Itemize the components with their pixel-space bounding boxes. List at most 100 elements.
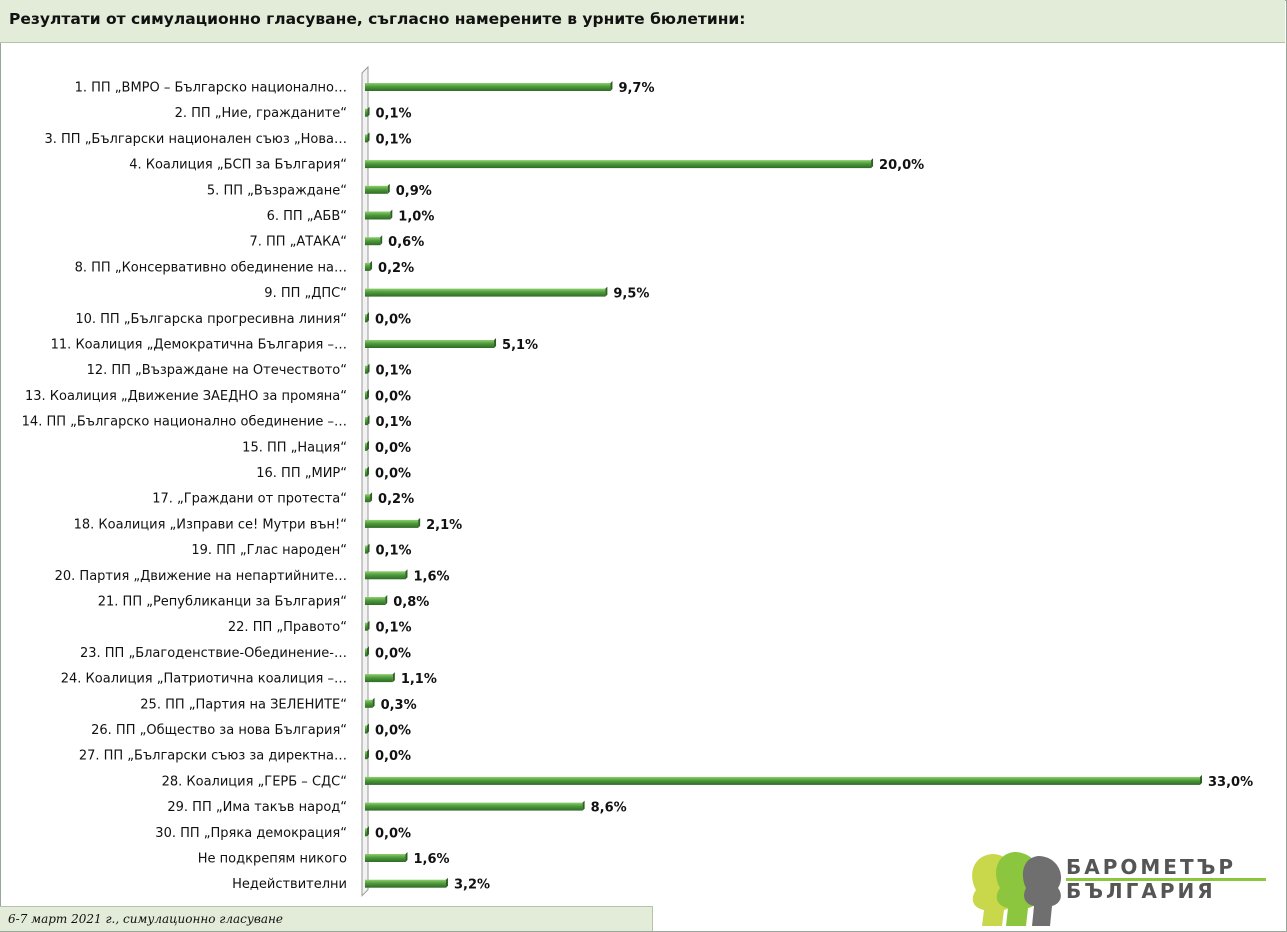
- category-label: 3. ПП „Български национален съюз „Нова…: [44, 132, 347, 147]
- category-label: 10. ПП „Българска прогресивна линия“: [75, 312, 347, 327]
- bar: [365, 545, 368, 554]
- bar-cap: [380, 235, 383, 246]
- bar: [365, 442, 367, 451]
- category-label: 25. ПП „Партия на ЗЕЛЕНИТЕ“: [140, 697, 347, 712]
- logo-line2: БЪЛГАРИЯ: [1066, 879, 1216, 903]
- bar-cap: [370, 492, 373, 503]
- category-label: 4. Коалиция „БСП за България“: [129, 158, 347, 173]
- bar: [365, 468, 367, 477]
- value-label: 0,1%: [376, 364, 412, 379]
- bar-cap: [370, 260, 373, 271]
- bars-group: [365, 81, 1202, 888]
- chart-title: Резултати от симулационно гласуване, съг…: [9, 10, 746, 28]
- bar-cap: [405, 852, 408, 862]
- category-labels: 1. ПП „ВМРО – Българско национално… 2. ПП…: [22, 81, 347, 893]
- value-label: 0,0%: [375, 389, 411, 404]
- category-label: 9. ПП „ДПС“: [264, 286, 347, 301]
- bar: [365, 160, 872, 169]
- value-label: 0,0%: [375, 646, 411, 661]
- value-label: 0,0%: [375, 312, 411, 327]
- bar: [365, 879, 446, 888]
- bar: [365, 108, 368, 117]
- bar-cap: [367, 389, 369, 400]
- category-label: 15. ПП „Нация“: [242, 440, 347, 455]
- value-label: 0,2%: [378, 261, 414, 276]
- bar-cap: [367, 415, 370, 426]
- bar-cap: [367, 440, 369, 451]
- category-label: 30. ПП „Пряка демокрация“: [155, 826, 347, 841]
- bar: [365, 365, 368, 374]
- bar-cap: [582, 800, 585, 811]
- value-label: 0,6%: [388, 235, 424, 250]
- category-label: 7. ПП „АТАКА“: [249, 235, 347, 250]
- bar-cap: [494, 338, 497, 348]
- category-label: 1. ПП „ВМРО – Българско национално…: [75, 81, 347, 96]
- value-label: 0,1%: [376, 415, 412, 430]
- bar: [365, 519, 419, 528]
- bar: [365, 802, 583, 811]
- bar-cap: [385, 595, 388, 605]
- value-label: 1,0%: [398, 210, 434, 225]
- category-label: 26. ПП „Общество за нова България“: [91, 723, 347, 738]
- bar-cap: [367, 646, 369, 657]
- bar: [365, 83, 611, 91]
- logo-line1: БАРОМЕТЪР: [1066, 855, 1236, 879]
- bar-cap: [367, 723, 369, 734]
- value-label: 33,0%: [1208, 775, 1253, 790]
- footer-bar: 6-7 март 2021 г., симулационно гласуване: [0, 906, 653, 931]
- category-label: 21. ПП „Републиканци за България“: [98, 595, 347, 610]
- category-label: 16. ПП „МИР“: [256, 466, 347, 481]
- bar-cap: [445, 877, 448, 888]
- category-label: 27. ПП „Български съюз за директна…: [79, 749, 347, 764]
- value-label: 8,6%: [591, 801, 627, 816]
- bar: [365, 417, 368, 426]
- bar-cap: [367, 826, 369, 837]
- value-label: 0,0%: [375, 441, 411, 456]
- bar-cap: [367, 749, 369, 760]
- value-label: 0,0%: [375, 749, 411, 764]
- value-label: 20,0%: [879, 158, 924, 173]
- value-label: 0,2%: [378, 492, 414, 507]
- bar: [365, 597, 386, 605]
- value-label: 1,6%: [413, 569, 449, 584]
- category-label: 23. ПП „Благоденствие-Обединение-…: [80, 646, 347, 661]
- value-label: 0,3%: [381, 698, 417, 713]
- bar: [365, 648, 367, 657]
- logo-divider: [1066, 878, 1266, 881]
- value-label: 2,1%: [426, 518, 462, 533]
- bar-cap: [390, 209, 393, 220]
- category-label: Не подкрепям никого: [198, 852, 347, 867]
- value-label: 0,0%: [375, 724, 411, 739]
- axis-wall-panel: [361, 65, 369, 897]
- barometer-bulgaria-logo: БАРОМЕТЪР БЪЛГАРИЯ: [972, 852, 1266, 926]
- bar-cap: [871, 158, 874, 169]
- bar: [365, 237, 381, 246]
- bar-cap: [367, 132, 370, 143]
- bar: [365, 571, 406, 580]
- category-label: 28. Коалиция „ГЕРБ – СДС“: [162, 774, 347, 789]
- value-label: 0,1%: [376, 544, 412, 559]
- bar-cap: [1200, 774, 1202, 785]
- bar-cap: [367, 363, 370, 374]
- category-label: 17. „Граждани от протеста“: [152, 492, 347, 507]
- value-label: 0,9%: [396, 184, 432, 199]
- category-label: 12. ПП „Възраждане на Отечеството“: [87, 363, 347, 378]
- value-label: 9,7%: [618, 81, 654, 96]
- value-label: 0,1%: [376, 132, 412, 147]
- bar: [365, 185, 388, 194]
- bar-cap: [372, 697, 375, 708]
- bar-cap: [367, 312, 369, 323]
- value-label: 1,1%: [401, 672, 437, 687]
- category-label: 18. Коалиция „Изправи се! Мутри вън!“: [74, 517, 347, 532]
- bar: [365, 751, 367, 760]
- category-label: 6. ПП „АБВ“: [267, 209, 347, 224]
- bar-cap: [605, 286, 608, 297]
- category-label: 13. Коалиция „Движение ЗАЕДНО за промяна…: [25, 389, 347, 404]
- category-label: 8. ПП „Консервативно обединение на…: [75, 260, 347, 275]
- logo-heads-icon: [972, 852, 1062, 926]
- bar: [365, 211, 391, 220]
- category-label: 22. ПП „Правото“: [228, 620, 347, 635]
- bar: [365, 314, 367, 323]
- bar: [365, 134, 368, 143]
